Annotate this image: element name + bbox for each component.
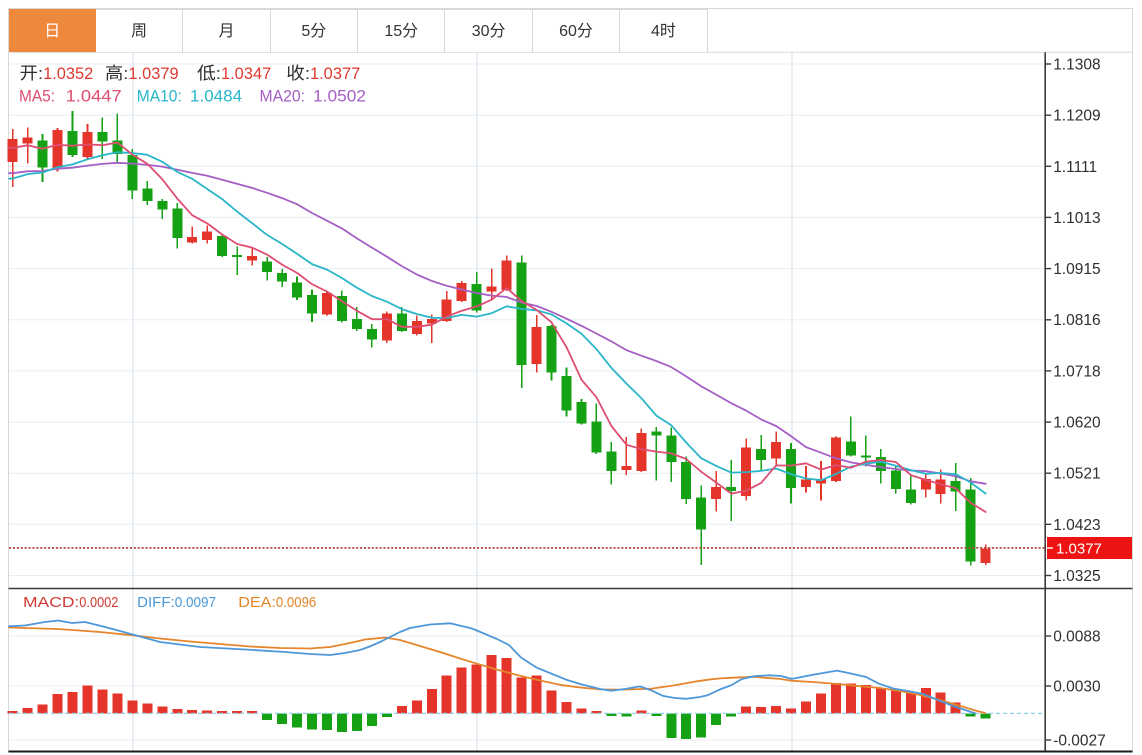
svg-text:1.0718: 1.0718 bbox=[1053, 363, 1100, 380]
svg-text:DIFF:0.0097: DIFF:0.0097 bbox=[137, 594, 216, 611]
svg-text:1.0915: 1.0915 bbox=[1053, 261, 1100, 278]
svg-text:1.0816: 1.0816 bbox=[1053, 312, 1100, 329]
svg-text:1.1013: 1.1013 bbox=[1053, 210, 1100, 227]
svg-text:1.0325: 1.0325 bbox=[1053, 568, 1100, 585]
svg-text:1.0521: 1.0521 bbox=[1053, 466, 1100, 483]
svg-text:-0.0027: -0.0027 bbox=[1053, 733, 1106, 750]
svg-text:DEA:0.0096: DEA:0.0096 bbox=[238, 594, 316, 611]
svg-text:1.0423: 1.0423 bbox=[1053, 517, 1100, 534]
svg-text:1.0377: 1.0377 bbox=[1056, 541, 1102, 558]
svg-text:1.1308: 1.1308 bbox=[1053, 57, 1100, 74]
svg-text:1.0620: 1.0620 bbox=[1053, 415, 1101, 432]
svg-text:1.1209: 1.1209 bbox=[1053, 108, 1100, 125]
svg-text:MACD:0.0002: MACD:0.0002 bbox=[23, 594, 118, 611]
svg-text:1.1111: 1.1111 bbox=[1053, 159, 1097, 176]
svg-text:0.0030: 0.0030 bbox=[1053, 679, 1101, 696]
svg-text:0.0088: 0.0088 bbox=[1053, 629, 1100, 646]
